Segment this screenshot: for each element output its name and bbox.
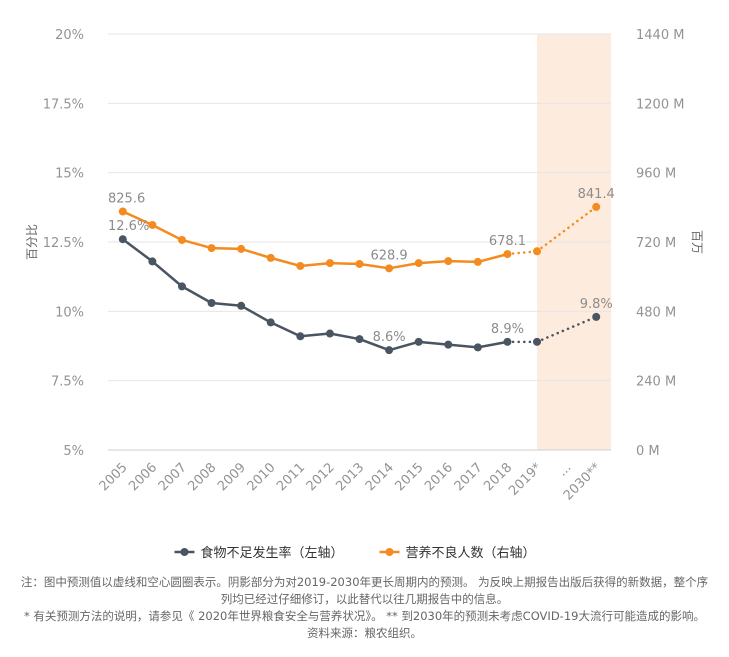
x-tick-label: 2013 [333,460,367,494]
legend-marker-symbol [180,548,189,556]
x-tick-label: 2005 [97,460,131,494]
series-point [148,257,157,266]
x-tick-label: ... [555,460,574,479]
y-left-axis: 百分比 5% 7.5% 10% 12.5% 15% 17.5% 20% [25,28,84,459]
series-projection-dotted-line [535,315,598,344]
data-label: 12.6% [108,219,149,234]
x-tick-label: 2006 [126,460,160,494]
data-labels-layer: 12.6% 8.6% 8.9% 9.8% 825.6 628.9 678.1 841.4 [108,187,615,345]
series-point [266,253,275,262]
series-point [296,261,305,270]
series-point [385,346,394,355]
series-point [414,337,423,346]
series-point [118,235,127,244]
legend-item-2[interactable]: 营养不良人数（右轴） [379,545,536,561]
series-point [296,332,305,341]
series-point [503,250,512,259]
x-tick-label: 2012 [304,460,338,494]
x-tick-label: 2008 [185,460,219,494]
y-left-tick-label: 5% [63,444,84,459]
footnote-line: 注：图中预测值以虚线和空心圆圈表示。阴影部分为对2019-2030年更长周期内的… [20,575,709,589]
data-label: 841.4 [578,187,615,202]
x-axis: 2005200620072008200920102011201220132014… [97,460,605,504]
y-left-tick-label: 15% [55,167,84,182]
series-point [325,259,334,268]
series-point [533,337,542,346]
data-label: 678.1 [489,234,526,249]
y-right-tick-label: 720 M [636,236,676,251]
series-point [266,318,275,327]
series-point [444,257,453,266]
dual-axis-line-chart: 百分比 5% 7.5% 10% 12.5% 15% 17.5% 20% 百万 0 M 240 … [25,28,704,561]
y-right-tick-label: 960 M [636,167,676,182]
series-projection-dotted-line [535,205,598,253]
footnote-line: 列均已经过仔细修订，以此替代以往几期报告中的信息。 [220,592,509,606]
data-label: 9.8% [580,297,613,312]
legend-item-1[interactable]: 食物不足发生率（左轴） [174,545,344,561]
series-point [177,235,186,244]
x-tick-label: 2015 [392,460,426,494]
series-point [444,340,453,349]
series-point [473,343,482,352]
series-point [414,259,423,268]
x-tick-label: 2016 [422,460,456,494]
series-line [121,237,509,352]
x-tick-label: 2019* [506,460,545,499]
y-left-axis-title: 百分比 [25,224,39,260]
y-left-tick-label: 20% [55,28,84,43]
series-layer [118,202,601,355]
footnote-line: * 有关预测方法的说明，请参见《 2020年世界粮食安全与营养状况》。 ** 到… [24,609,705,623]
y-right-tick-label: 480 M [636,305,676,320]
data-label: 8.9% [491,322,524,337]
series-point [355,335,364,344]
series-point [207,244,216,253]
data-label: 825.6 [108,191,145,206]
series-point [118,207,127,216]
series-point [325,329,334,338]
y-left-tick-label: 7.5% [51,375,84,390]
legend-label: 营养不良人数（右轴） [406,545,536,561]
series-point [237,301,246,310]
y-right-axis: 百万 0 M 240 M 480 M 720 M 960 M 1200 M 1440 M [636,28,704,459]
series-point [503,337,512,346]
x-tick-label: 2017 [452,460,486,494]
series-point [207,299,216,308]
series-point [592,202,601,211]
data-label: 8.6% [373,330,406,345]
chart-footnotes: 注：图中预测值以虚线和空心圆圈表示。阴影部分为对2019-2030年更长周期内的… [0,574,729,642]
series-projection-dotted-line [506,250,539,256]
y-left-tick-label: 12.5% [43,236,84,251]
x-tick-label: 2007 [156,460,190,494]
data-label: 628.9 [370,248,407,263]
y-left-tick-label: 17.5% [43,97,84,112]
legend-label: 食物不足发生率（左轴） [200,545,343,561]
source-line: 资料来源：粮农组织。 [307,626,422,640]
y-left-tick-label: 10% [55,305,84,320]
series-point [355,259,364,268]
y-right-tick-label: 1200 M [636,97,684,112]
y-right-tick-label: 1440 M [636,28,684,43]
x-tick-label: 2014 [363,460,397,494]
series-1 [118,235,601,355]
x-tick-label: 2011 [274,460,308,494]
series-point [385,264,394,273]
x-tick-label: 2010 [245,460,279,494]
series-point [473,257,482,266]
x-tick-label: 2009 [215,460,249,494]
series-point [592,312,601,321]
y-right-axis-title: 百万 [690,230,704,254]
legend: 食物不足发生率（左轴） 营养不良人数（右轴） [174,545,536,561]
legend-marker-symbol [385,548,394,556]
y-right-tick-label: 240 M [636,375,676,390]
series-point [533,247,542,256]
series-point [237,244,246,253]
series-point [177,282,186,291]
series-line [121,210,509,270]
y-right-tick-label: 0 M [636,444,660,459]
series-point [148,220,157,229]
series-2 [118,202,601,273]
